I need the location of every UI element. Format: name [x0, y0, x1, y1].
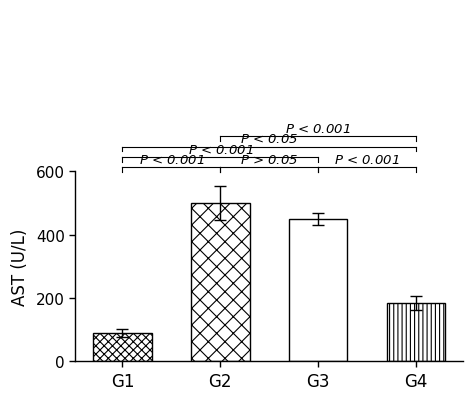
- Text: $P$ < 0.001: $P$ < 0.001: [138, 154, 204, 166]
- Text: $P$ > 0.05: $P$ > 0.05: [240, 154, 298, 166]
- Bar: [387, 303, 445, 362]
- Text: $P$ < 0.001: $P$ < 0.001: [285, 122, 351, 135]
- Y-axis label: AST (U/L): AST (U/L): [11, 228, 29, 305]
- Bar: [289, 219, 347, 362]
- Text: $P$ < 0.001: $P$ < 0.001: [334, 154, 400, 166]
- Text: $P$ < 0.05: $P$ < 0.05: [240, 133, 298, 146]
- Bar: [191, 203, 250, 362]
- Bar: [93, 333, 152, 362]
- Text: $P$ < 0.001: $P$ < 0.001: [188, 143, 253, 156]
